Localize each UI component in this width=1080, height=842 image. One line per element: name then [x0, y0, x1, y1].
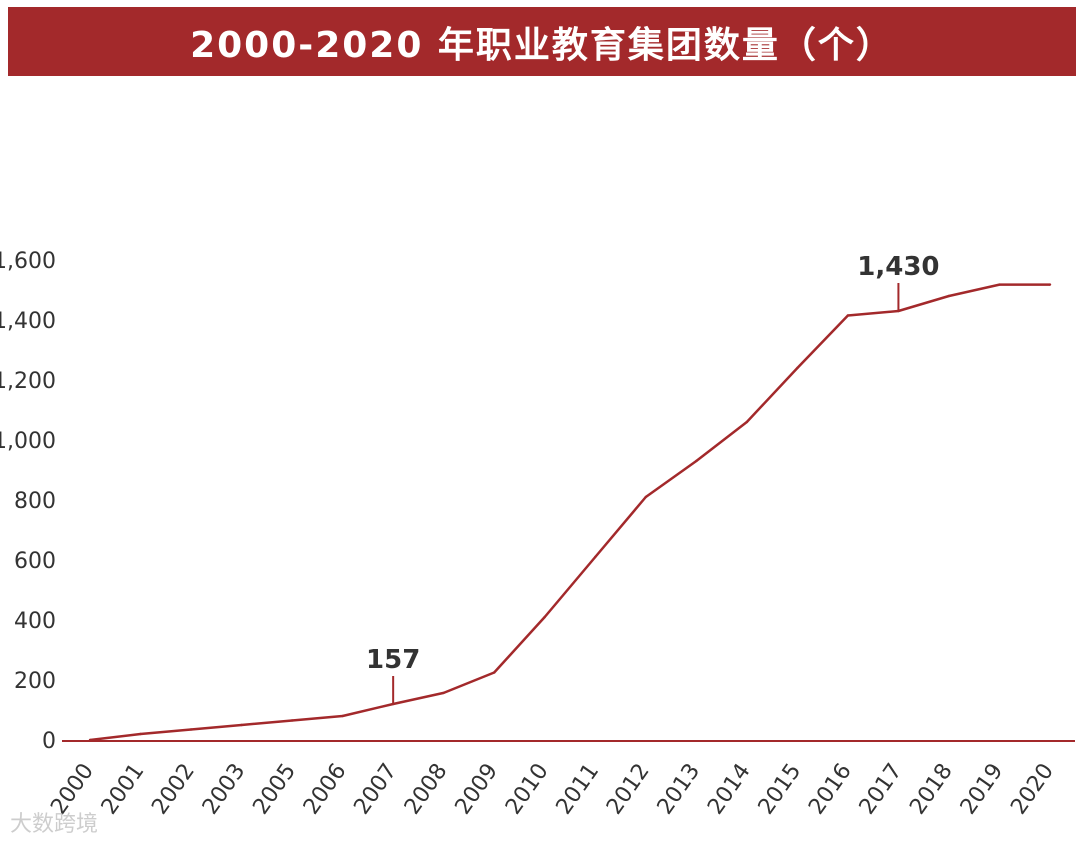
- x-tick-label: 2011: [552, 759, 605, 819]
- chart-title: 2000-2020 年职业教育集团数量（个）: [190, 24, 894, 66]
- x-tick-label: 2009: [451, 759, 504, 819]
- data-point: [290, 719, 294, 722]
- data-point: [594, 555, 597, 559]
- data-point: [88, 738, 92, 742]
- x-tick-label: 2007: [349, 759, 402, 819]
- x-tick-label: 2015: [754, 759, 807, 819]
- y-tick-label: 0: [42, 729, 56, 754]
- watermark-text: 大数跨境: [10, 812, 99, 837]
- data-point: [341, 714, 344, 718]
- data-point: [240, 723, 243, 727]
- y-tick-label: 400: [14, 609, 56, 634]
- title-bar: 2000-2020 年职业教育集团数量（个）: [8, 7, 1076, 76]
- x-tick-label: 2002: [147, 759, 200, 819]
- y-tick-label: 800: [14, 489, 56, 514]
- x-tick-label: 2003: [198, 759, 251, 819]
- data-point: [543, 615, 546, 619]
- y-axis-ticks: 0 200 400 600 800 1,000 1,200 1,400 1,600: [0, 249, 56, 754]
- data-point: [442, 691, 445, 695]
- annotation-label: 157: [366, 645, 420, 675]
- x-tick-label: 2014: [703, 759, 756, 819]
- x-tick-label: 2019: [956, 759, 1009, 819]
- data-point: [644, 495, 647, 499]
- y-tick-label: 1,200: [0, 369, 56, 394]
- data-point: [695, 459, 698, 463]
- x-tick-label: 2016: [804, 759, 857, 819]
- data-point: [189, 728, 193, 731]
- data-point: [846, 314, 850, 317]
- x-tick-label: 2006: [299, 759, 352, 819]
- x-tick-label: 2008: [400, 759, 453, 819]
- y-tick-label: 1,000: [0, 429, 56, 454]
- data-point: [947, 294, 951, 298]
- y-tick-label: 200: [14, 669, 56, 694]
- data-point: [139, 732, 142, 736]
- x-tick-label: 2020: [1006, 759, 1059, 819]
- x-tick-label: 2010: [501, 759, 554, 819]
- x-tick-label: 2018: [905, 759, 958, 819]
- data-point: [1048, 283, 1052, 286]
- x-tick-label: 2013: [653, 759, 706, 819]
- y-tick-label: 1,400: [0, 309, 56, 334]
- series-layer: [88, 283, 1052, 742]
- x-axis: 2000200120022003200520062007200820092010…: [46, 740, 1075, 819]
- x-tick-label: 2012: [602, 759, 655, 819]
- x-tick-label: 2017: [855, 759, 908, 819]
- data-point: [745, 420, 749, 424]
- series-line: [89, 283, 1050, 742]
- y-tick-label: 600: [14, 549, 56, 574]
- data-point: [998, 283, 1001, 286]
- y-tick-label: 1,600: [0, 249, 56, 274]
- data-point: [493, 671, 496, 674]
- annotation-label: 1,430: [857, 252, 939, 282]
- data-point: [796, 366, 799, 370]
- annotations-layer: 157 1,430: [366, 252, 940, 704]
- x-tick-label: 2005: [248, 759, 301, 819]
- x-tick-label: 2001: [97, 759, 150, 819]
